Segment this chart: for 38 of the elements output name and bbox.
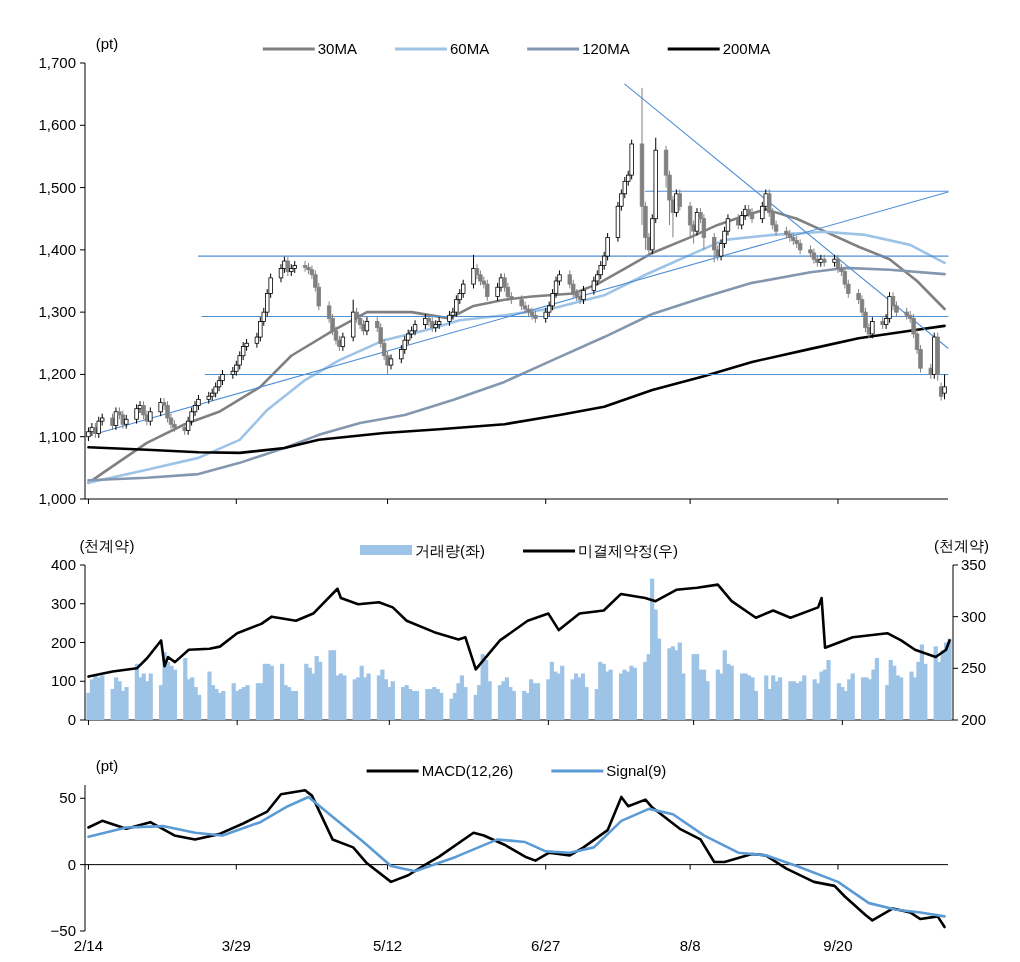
x-tick-label: 9/20: [823, 937, 853, 954]
x-tick-label: 6/27: [531, 937, 561, 954]
y-tick-label: 1,700: [38, 54, 76, 71]
y-tick-label: 0: [67, 855, 76, 873]
legend-label: MACD(12,26): [421, 762, 514, 779]
legend-label: 120MA: [582, 40, 630, 57]
legend-label: 미결제약정(우): [578, 542, 678, 559]
x-tick-label: 5/12: [372, 937, 403, 954]
legend-label: 200MA: [722, 40, 771, 57]
y2-tick-label: 200: [961, 711, 987, 728]
y-tick-label: 0: [67, 711, 76, 728]
y2-tick-label: 250: [961, 659, 987, 677]
y-tick-label: 1,400: [38, 240, 76, 258]
y-tick-label: 100: [50, 672, 76, 690]
y-tick-label: 1,200: [38, 365, 76, 383]
legend-label: Signal(9): [606, 762, 667, 779]
y2-tick-label: 350: [961, 556, 987, 573]
y-tick-label: 1,600: [38, 116, 76, 134]
y-axis-title: (pt): [95, 757, 119, 774]
x-tick-label: 3/29: [221, 937, 251, 954]
y-axis-title: (천계약): [79, 537, 135, 554]
y-axis-title: (pt): [95, 35, 119, 52]
y-tick-label: 1,100: [38, 427, 76, 445]
legend-label: 30MA: [317, 40, 357, 57]
y2-axis-title: (천계약): [934, 537, 989, 554]
y-tick-label: 50: [59, 789, 76, 807]
legend-label: 거래량(좌): [415, 542, 485, 559]
y2-tick-label: 300: [961, 607, 987, 625]
y-tick-label: 1,500: [38, 178, 76, 196]
y-tick-label: 300: [50, 594, 76, 612]
y-tick-label: 200: [50, 633, 76, 651]
y-tick-label: −50: [50, 922, 76, 939]
y-tick-label: 1,000: [38, 490, 76, 507]
y-tick-label: 400: [50, 556, 76, 573]
y-tick-label: 1,300: [38, 303, 76, 321]
x-tick-label: 2/14: [73, 937, 104, 954]
legend-label: 60MA: [449, 40, 490, 57]
x-tick-label: 8/8: [679, 937, 701, 954]
